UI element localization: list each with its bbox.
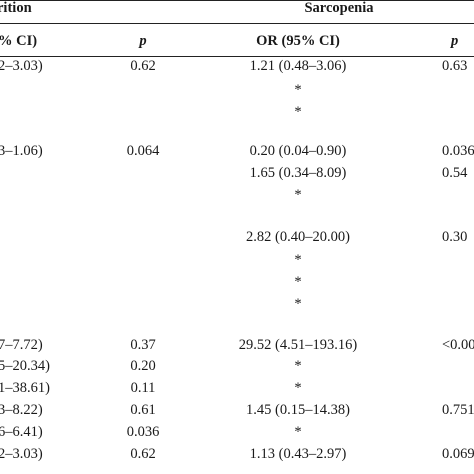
group-rule bbox=[0, 23, 474, 24]
row-ci-left: 5–20.34) bbox=[0, 358, 50, 374]
row-p-left: 0.064 bbox=[126, 143, 160, 159]
row-p-right: 0.30 bbox=[442, 229, 468, 245]
header-rule bbox=[0, 56, 474, 57]
row-or-right: 1.13 (0.43–2.97) bbox=[249, 446, 347, 462]
row-ci-left: 3–8.22) bbox=[0, 402, 43, 418]
header-group-left: rition bbox=[0, 0, 32, 16]
row-ci-left: 1–38.61) bbox=[0, 380, 50, 396]
header-ci-left: % CI) bbox=[0, 33, 38, 49]
row-p-left: 0.11 bbox=[130, 380, 156, 396]
row-or-right: * bbox=[294, 82, 302, 98]
row-p-right: <0.00 bbox=[442, 337, 474, 353]
row-p-left: 0.20 bbox=[130, 358, 156, 374]
header-or-right: OR (95% CI) bbox=[256, 33, 340, 49]
row-p-left: 0.61 bbox=[130, 402, 156, 418]
row-p-left: 0.62 bbox=[130, 58, 156, 74]
row-or-right: * bbox=[294, 424, 302, 440]
row-ci-left: 3–1.06) bbox=[0, 143, 43, 159]
row-or-right: 1.45 (0.15–14.38) bbox=[246, 402, 350, 418]
row-p-right: 0.036 bbox=[442, 143, 474, 159]
row-p-left: 0.62 bbox=[130, 446, 156, 462]
row-or-right: * bbox=[294, 380, 302, 396]
row-or-right: 0.20 (0.04–0.90) bbox=[249, 143, 347, 159]
row-ci-left: 6–6.41) bbox=[0, 424, 43, 440]
row-or-right: 1.21 (0.48–3.06) bbox=[249, 58, 347, 74]
header-group-right: Sarcopenia bbox=[304, 0, 374, 16]
row-or-right: * bbox=[294, 187, 302, 203]
header-p-left: p bbox=[139, 33, 147, 49]
row-p-right: 0.069 bbox=[442, 446, 474, 462]
row-p-left: 0.036 bbox=[126, 424, 160, 440]
header-p-right: p bbox=[451, 33, 459, 49]
row-ci-left: 2–3.03) bbox=[0, 58, 43, 74]
row-or-right: 2.82 (0.40–20.00) bbox=[246, 229, 350, 245]
row-or-right: * bbox=[294, 104, 302, 120]
row-or-right: * bbox=[294, 274, 302, 290]
row-ci-left: 2–3.03) bbox=[0, 446, 43, 462]
row-or-right: 1.65 (0.34–8.09) bbox=[249, 165, 347, 181]
row-or-right: * bbox=[294, 296, 302, 312]
row-p-right: 0.751 bbox=[442, 402, 474, 418]
row-or-right: * bbox=[294, 252, 302, 268]
row-p-right: 0.54 bbox=[442, 165, 468, 181]
row-or-right: 29.52 (4.51–193.16) bbox=[238, 337, 358, 353]
row-p-left: 0.37 bbox=[130, 337, 156, 353]
row-p-right: 0.63 bbox=[442, 58, 468, 74]
row-ci-left: 7–7.72) bbox=[0, 337, 43, 353]
row-or-right: * bbox=[294, 358, 302, 374]
top-rule bbox=[0, 0, 474, 1]
